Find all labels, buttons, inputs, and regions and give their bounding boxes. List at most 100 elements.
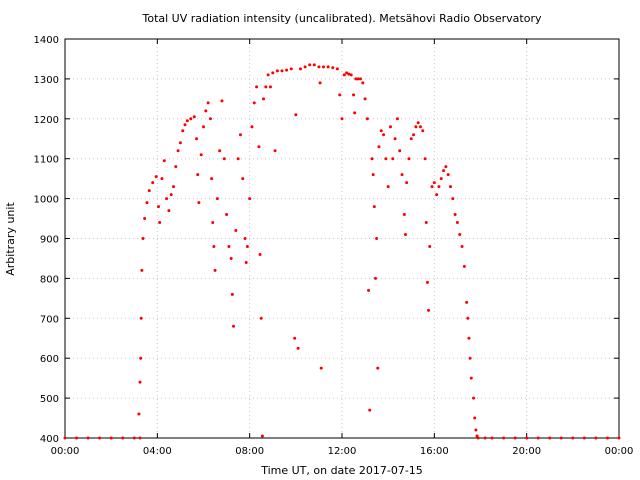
data-point bbox=[181, 129, 185, 133]
data-point bbox=[234, 229, 238, 233]
data-point bbox=[467, 336, 471, 340]
data-point bbox=[414, 125, 418, 129]
data-point bbox=[395, 117, 399, 121]
data-point bbox=[255, 85, 259, 89]
data-point bbox=[280, 69, 284, 73]
data-point bbox=[160, 177, 164, 181]
data-point bbox=[213, 268, 217, 272]
data-point bbox=[109, 436, 113, 440]
data-point bbox=[275, 69, 279, 73]
y-tick-label: 900 bbox=[40, 235, 59, 246]
data-point bbox=[174, 165, 178, 169]
y-axis: 400 500 600 700 800 900 1000 1100 1200 1300 1400 bbox=[34, 35, 619, 445]
data-point bbox=[289, 67, 293, 71]
data-point bbox=[405, 181, 409, 185]
data-point bbox=[468, 356, 472, 360]
chart-title: Total UV radiation intensity (uncalibrat… bbox=[142, 12, 542, 25]
y-tick-label: 1100 bbox=[34, 155, 59, 166]
data-point bbox=[368, 408, 372, 412]
y-tick-label: 1400 bbox=[34, 35, 59, 46]
data-point bbox=[525, 436, 529, 440]
data-point bbox=[437, 185, 441, 189]
data-point bbox=[245, 244, 249, 248]
data-point bbox=[455, 221, 459, 225]
data-point bbox=[183, 123, 187, 127]
data-point bbox=[196, 173, 200, 177]
data-point bbox=[483, 436, 487, 440]
data-point bbox=[189, 117, 193, 121]
y-tick-label: 600 bbox=[40, 354, 59, 365]
data-point bbox=[139, 316, 143, 320]
data-point bbox=[490, 436, 494, 440]
grid-lines bbox=[65, 39, 619, 438]
data-point bbox=[423, 157, 427, 161]
data-point bbox=[345, 71, 349, 75]
x-tick-label: 08:00 bbox=[235, 446, 264, 457]
data-point bbox=[353, 111, 357, 115]
data-point bbox=[248, 197, 252, 201]
x-axis-label: Time UT, on date 2017-07-15 bbox=[260, 464, 423, 477]
data-point bbox=[354, 77, 358, 81]
data-point bbox=[140, 268, 144, 272]
data-point bbox=[225, 213, 229, 217]
data-point bbox=[273, 149, 277, 153]
data-point bbox=[424, 221, 428, 225]
y-tick-label: 500 bbox=[40, 394, 59, 405]
data-point bbox=[340, 117, 344, 121]
x-tick-label: 04:00 bbox=[143, 446, 172, 457]
data-point bbox=[222, 157, 226, 161]
data-point bbox=[243, 237, 247, 240]
data-point bbox=[476, 436, 480, 440]
data-point bbox=[317, 65, 321, 69]
data-point bbox=[230, 292, 234, 296]
data-point bbox=[430, 185, 434, 189]
data-point bbox=[86, 436, 90, 440]
data-point bbox=[227, 244, 231, 248]
y-tick-label: 400 bbox=[40, 434, 59, 445]
data-point bbox=[158, 221, 162, 225]
x-tick-label: 20:00 bbox=[512, 446, 541, 457]
data-point bbox=[347, 72, 351, 76]
data-point bbox=[98, 436, 102, 440]
data-point bbox=[154, 175, 158, 179]
data-point bbox=[63, 436, 67, 440]
data-point bbox=[260, 434, 264, 438]
data-point bbox=[367, 288, 371, 292]
data-point bbox=[162, 159, 166, 163]
data-point bbox=[403, 233, 407, 237]
data-point bbox=[462, 264, 466, 268]
data-point bbox=[377, 145, 381, 149]
data-point bbox=[379, 129, 383, 133]
data-point bbox=[211, 221, 215, 225]
data-point bbox=[342, 73, 346, 77]
data-point bbox=[407, 157, 411, 161]
data-point bbox=[425, 280, 429, 284]
data-point bbox=[453, 213, 457, 217]
y-tick-label: 700 bbox=[40, 314, 59, 325]
data-point bbox=[244, 260, 248, 264]
data-point bbox=[212, 244, 216, 248]
data-point bbox=[137, 412, 141, 416]
y-axis-label: Arbitrary unit bbox=[4, 202, 17, 276]
x-tick-label: 12:00 bbox=[328, 446, 357, 457]
data-point bbox=[262, 97, 266, 101]
data-point bbox=[257, 145, 261, 149]
data-point bbox=[428, 244, 432, 248]
data-point bbox=[138, 380, 142, 384]
data-point bbox=[132, 436, 136, 440]
data-point bbox=[121, 436, 125, 440]
data-point bbox=[271, 71, 275, 75]
data-point bbox=[442, 169, 446, 173]
data-point bbox=[197, 201, 201, 205]
data-point bbox=[548, 436, 552, 440]
data-point bbox=[435, 193, 439, 197]
data-point bbox=[349, 73, 353, 77]
data-point bbox=[232, 324, 236, 328]
data-point bbox=[386, 185, 390, 189]
data-point bbox=[513, 436, 517, 440]
data-point bbox=[169, 193, 173, 197]
x-tick-label: 16:00 bbox=[420, 446, 449, 457]
data-point bbox=[502, 436, 506, 440]
data-point bbox=[145, 201, 149, 205]
